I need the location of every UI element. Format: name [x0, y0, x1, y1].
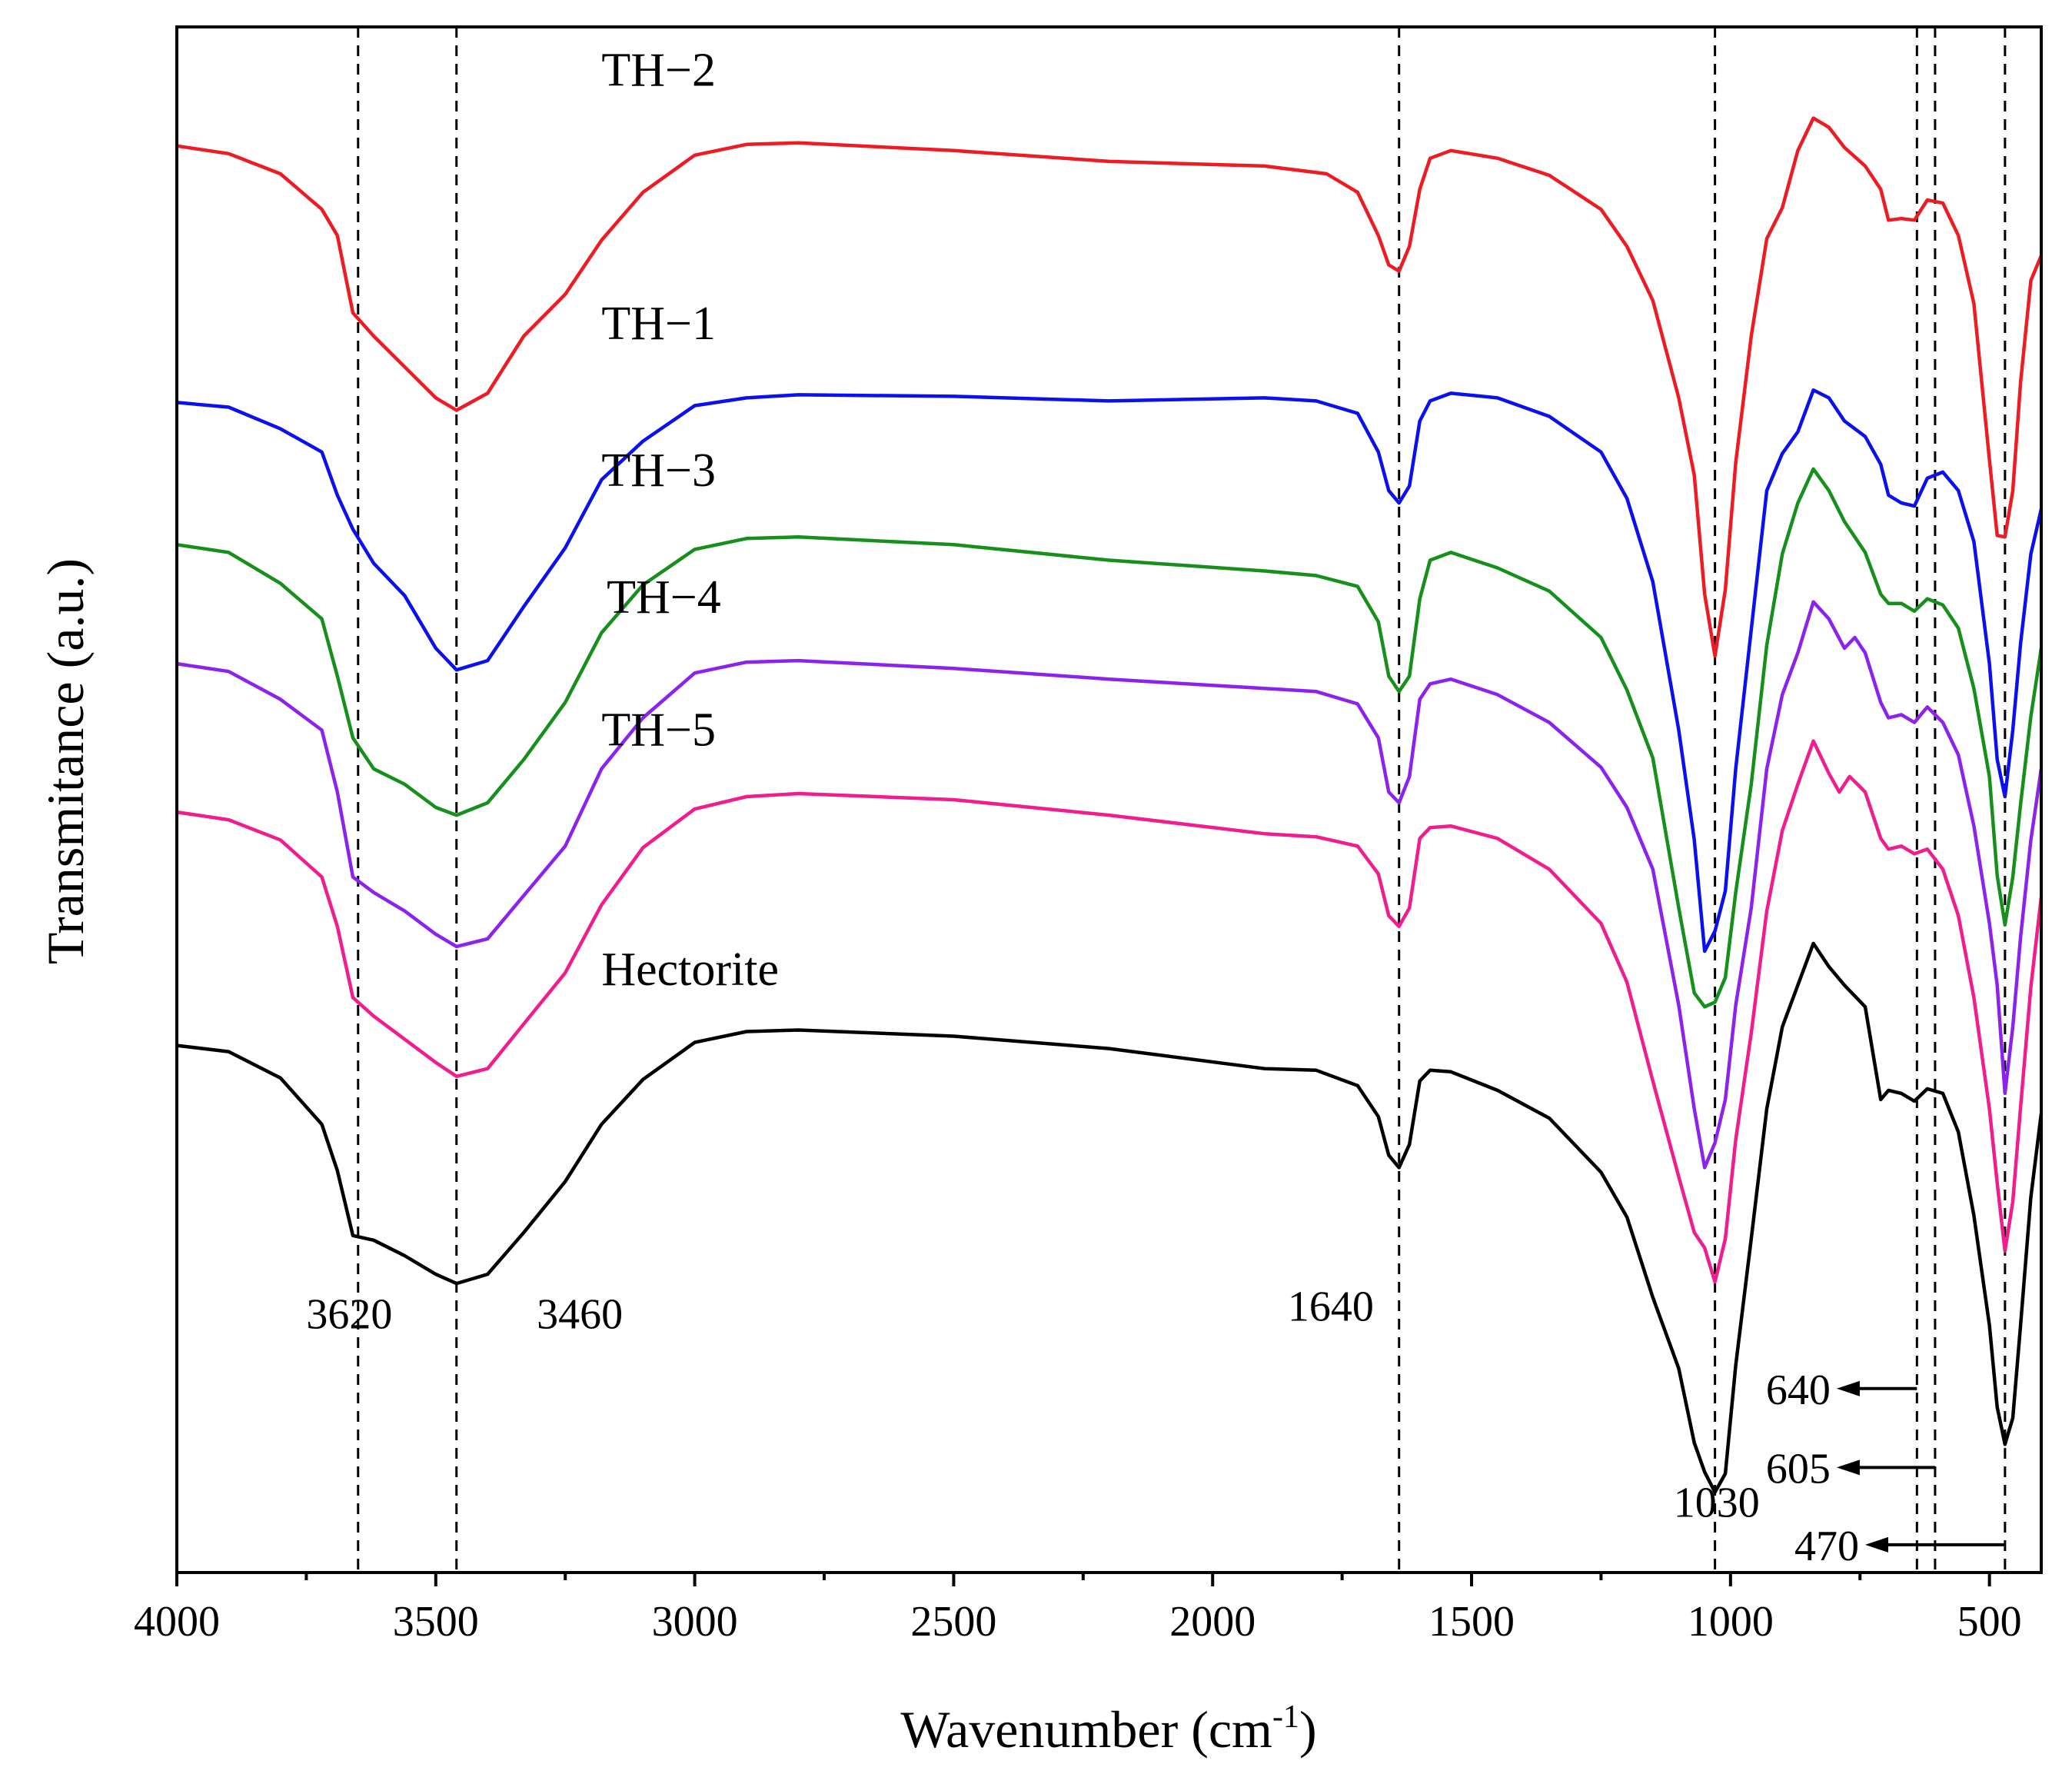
- x-tick-label-500: 500: [1957, 1598, 2022, 1646]
- x-tick-label-1000: 1000: [1688, 1598, 1774, 1646]
- x-axis-label-close: ): [1299, 1700, 1317, 1759]
- x-axis-label: Wavenumber (cm-1): [900, 1699, 1316, 1759]
- series-label-5: Hectorite: [601, 944, 779, 996]
- peak-labels: 3620 3460 1640 1030: [306, 1283, 1759, 1526]
- series-label-1: TH−1: [601, 298, 716, 350]
- x-tick-label-2000: 2000: [1169, 1598, 1256, 1646]
- plot-frame: [175, 25, 2043, 1574]
- peak-arrows: 640 605 470: [1766, 1366, 2005, 1570]
- x-axis-ticks: [175, 1573, 1991, 1586]
- series-line-1: [176, 388, 2044, 954]
- series-line-0: [176, 116, 2044, 658]
- series-label-0: TH−2: [601, 44, 716, 96]
- peak-label-2: 1640: [1288, 1283, 1374, 1330]
- peak-label-0: 3620: [306, 1290, 392, 1338]
- y-axis-label: Transmitance (a.u.): [36, 558, 95, 964]
- x-axis-label-text: Wavenumber (cm: [900, 1700, 1272, 1759]
- x-axis-label-superscript: -1: [1272, 1699, 1299, 1735]
- arrow-head-640: [1836, 1380, 1860, 1396]
- arrow-label-640: 640: [1766, 1366, 1831, 1414]
- series-line-3: [176, 600, 2044, 1170]
- peak-label-1: 3460: [537, 1290, 623, 1338]
- x-tick-label-1500: 1500: [1428, 1598, 1515, 1646]
- series-label-4: TH−5: [601, 704, 716, 757]
- x-tick-label-3000: 3000: [652, 1598, 738, 1646]
- series-label-3: TH−4: [607, 571, 721, 624]
- arrow-label-470: 470: [1794, 1523, 1859, 1570]
- arrow-head-605: [1836, 1459, 1860, 1476]
- arrow-label-605: 605: [1766, 1445, 1831, 1493]
- peak-label-3: 1030: [1674, 1479, 1760, 1527]
- x-axis-tick-labels: 4000 3500 3000 2500 2000 1500 1000 500: [134, 1598, 2022, 1646]
- series-line-2: [176, 467, 2044, 1009]
- x-tick-label-3500: 3500: [393, 1598, 479, 1646]
- series-line-5: [176, 941, 2044, 1494]
- series-line-4: [176, 739, 2044, 1284]
- series-label-2: TH−3: [601, 444, 716, 497]
- series-group: [176, 116, 2044, 1494]
- series-labels: TH−2 TH−1 TH−3 TH−4 TH−5 Hectorite: [601, 44, 779, 996]
- arrow-head-470: [1864, 1536, 1888, 1553]
- x-tick-label-4000: 4000: [134, 1598, 220, 1646]
- x-tick-label-2500: 2500: [910, 1598, 996, 1646]
